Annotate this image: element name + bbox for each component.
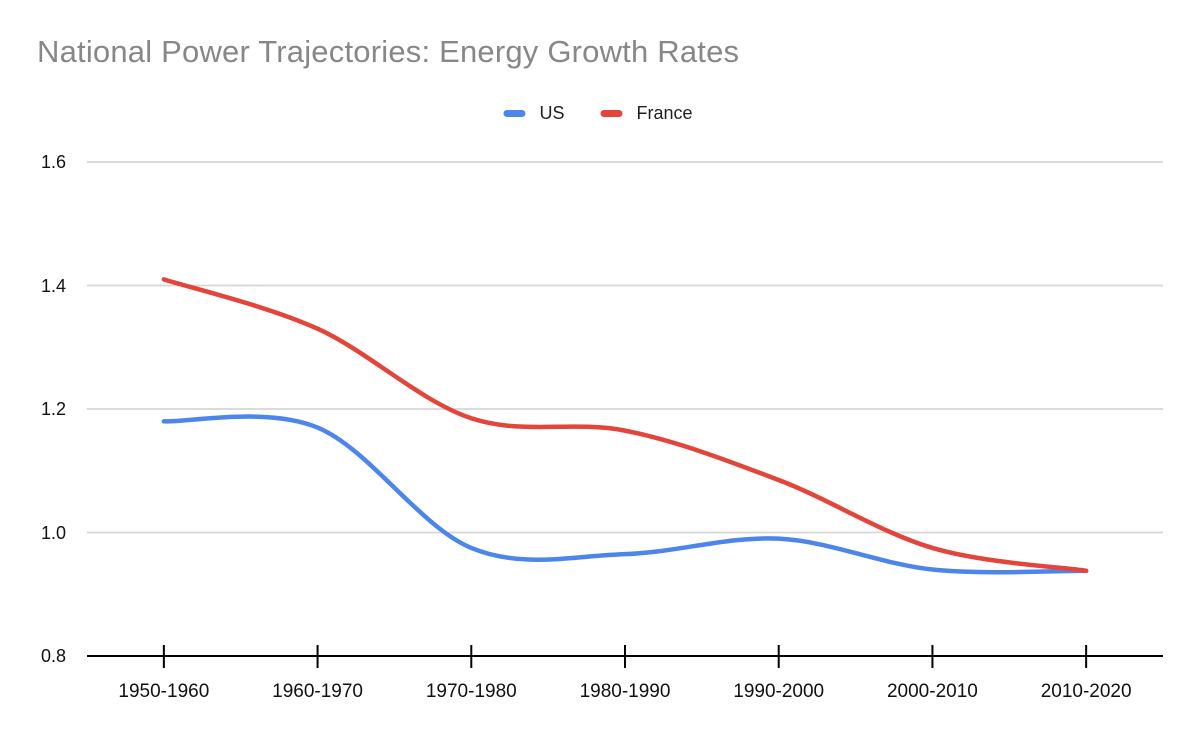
y-axis-label: 0.8 xyxy=(40,646,66,666)
legend-swatch-france xyxy=(600,109,623,117)
x-axis-label: 2000-2010 xyxy=(886,681,978,702)
chart-title: National Power Trajectories: Energy Grow… xyxy=(37,34,740,69)
series-line-us xyxy=(161,414,1089,575)
y-axis-label: 1.2 xyxy=(40,399,66,419)
legend: US France xyxy=(503,101,693,125)
legend-label-us: US xyxy=(539,103,565,123)
x-axis-label: 1980-1990 xyxy=(579,681,671,702)
legend-item-us: US xyxy=(503,101,564,125)
x-axis-label: 1950-1960 xyxy=(118,681,210,702)
x-axis-label: 1970-1980 xyxy=(425,681,517,702)
legend-label-france: France xyxy=(636,103,693,123)
x-axis-label: 2010-2020 xyxy=(1040,681,1132,702)
x-axis-label: 1990-2000 xyxy=(733,681,825,702)
legend-item-france: France xyxy=(600,101,693,125)
series-line-france xyxy=(161,277,1089,574)
legend-swatch-us xyxy=(503,109,526,117)
y-axis-label: 1.6 xyxy=(40,152,66,172)
y-axis-label: 1.4 xyxy=(40,275,66,296)
x-axis-label: 1960-1970 xyxy=(272,681,363,702)
y-axis-label: 1.0 xyxy=(40,522,66,543)
